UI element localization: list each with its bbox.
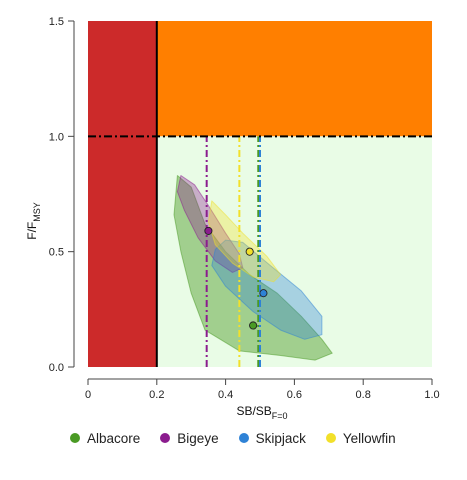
legend-label: Skipjack <box>255 430 306 446</box>
region-skipjack <box>211 239 323 340</box>
point-bigeye <box>204 226 213 235</box>
x-axis-title-sub: F=0 <box>272 411 288 421</box>
y-axis-title-sub: MSY <box>32 202 42 222</box>
points-layer <box>204 226 268 330</box>
legend-marker-yellowfin <box>325 433 336 443</box>
legend-label: Albacore <box>87 430 141 446</box>
x-tick-label: 0 <box>85 389 91 401</box>
legend: Albacore Bigeye Skipjack Yellowfin <box>70 428 460 448</box>
region-bigeye <box>176 175 244 273</box>
y-tick-label: 0.5 <box>49 247 64 259</box>
legend-item-yellowfin: Yellowfin <box>325 430 396 446</box>
y-axis-title: F/FMSY <box>25 202 42 240</box>
zone-overfishing <box>156 21 433 137</box>
legend-marker-skipjack <box>238 433 249 443</box>
y-tick-label: 1.5 <box>49 16 64 28</box>
axes-layer: 0 0.2 0.4 0.6 0.8 1.0 0.0 0.5 1.0 1.5 <box>49 16 440 401</box>
x-tick-label: 0.4 <box>218 389 233 401</box>
x-tick-label: 0.6 <box>287 389 302 401</box>
legend-label: Yellowfin <box>342 430 396 446</box>
y-tick-label: 0.0 <box>49 362 64 374</box>
legend-item-skipjack: Skipjack <box>238 430 306 446</box>
legend-item-bigeye: Bigeye <box>160 430 219 446</box>
y-tick-label: 1.0 <box>49 131 64 143</box>
zone-overfished <box>88 21 157 367</box>
x-tick-label: 0.8 <box>356 389 371 401</box>
zone-safe <box>156 136 433 367</box>
zones-layer <box>88 21 433 367</box>
reference-lines-layer <box>88 21 432 367</box>
point-albacore <box>249 321 258 330</box>
x-axis-title: SB/SBF=0 <box>236 404 287 421</box>
point-yellowfin <box>245 247 254 256</box>
legend-item-albacore: Albacore <box>70 431 140 446</box>
legend-marker-albacore <box>70 433 80 443</box>
region-yellowfin <box>207 200 282 283</box>
x-axis-title-main: SB/SB <box>236 404 271 418</box>
legend-label: Bigeye <box>177 430 219 446</box>
x-tick-label: 0.2 <box>149 389 164 401</box>
point-skipjack <box>259 289 268 298</box>
y-axis-title-main: F/F <box>25 222 39 240</box>
x-tick-label: 1.0 <box>424 389 439 401</box>
legend-marker-bigeye <box>160 433 171 443</box>
region-albacore <box>173 175 333 361</box>
uncertainty-regions-layer <box>173 175 333 361</box>
median-lines-layer <box>205 136 261 367</box>
